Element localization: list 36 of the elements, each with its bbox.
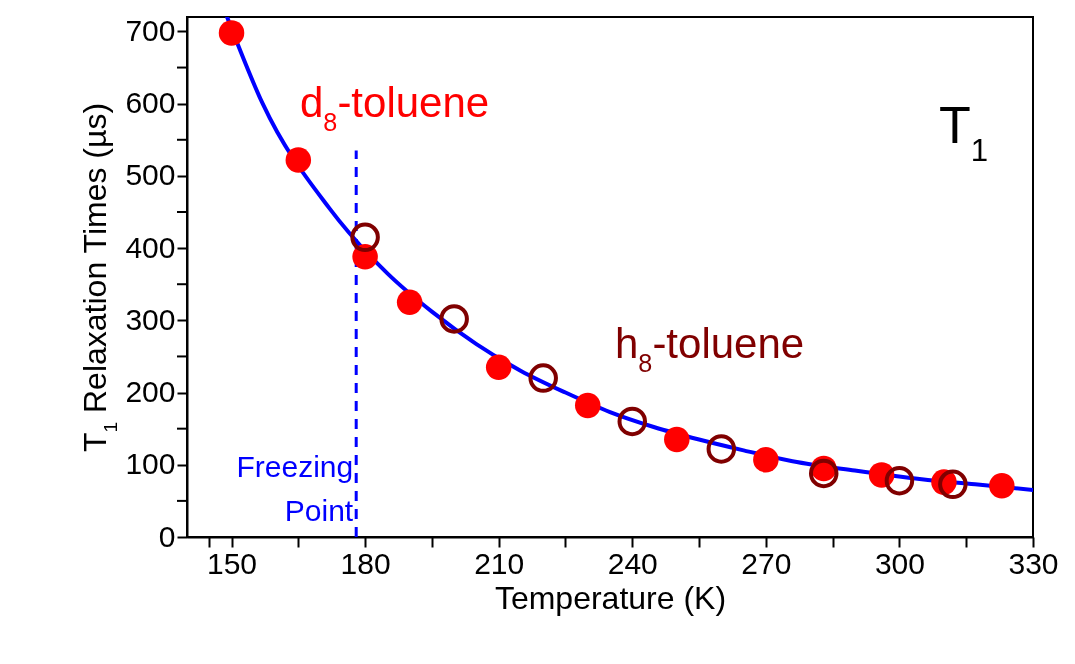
point — [396, 289, 423, 315]
y-tick-label: 600 — [125, 86, 176, 120]
point — [485, 354, 512, 380]
point — [350, 222, 380, 252]
x-tick-label: 150 — [207, 546, 258, 580]
series-label: h$_{8}$-toluene — [615, 320, 805, 377]
point — [938, 469, 968, 499]
x-tick-label: 240 — [607, 546, 658, 580]
annotation: Freezing Point — [236, 450, 354, 528]
point — [706, 434, 737, 464]
point — [989, 473, 1015, 499]
point — [218, 20, 245, 46]
point — [528, 363, 558, 393]
y-tick-label: 700 — [125, 13, 176, 47]
x-tick-label: 300 — [874, 546, 925, 580]
point — [884, 465, 915, 496]
y-tick-label: 0 — [158, 519, 176, 553]
y-tick-label: 200 — [125, 375, 176, 409]
x-tick-label: 210 — [474, 546, 525, 580]
annotation: T$_{1}$ — [939, 96, 989, 168]
y-tick-label: 500 — [125, 158, 176, 192]
y-tick-label: 100 — [125, 447, 176, 481]
x-tick-label: 180 — [340, 546, 391, 580]
point — [439, 304, 469, 334]
point — [285, 147, 312, 173]
point — [574, 392, 601, 419]
x-tick-label: 270 — [741, 546, 792, 580]
x-tick-label: 330 — [1008, 546, 1059, 580]
series-label: d$_{8}$-toluene — [300, 79, 490, 136]
y-tick-label: 400 — [125, 230, 176, 264]
y-tick-label: 300 — [125, 302, 176, 336]
point — [808, 458, 839, 489]
point — [664, 426, 690, 453]
point — [617, 406, 648, 437]
x-axis-title: Temperature (K) — [494, 579, 727, 616]
point — [753, 447, 779, 473]
